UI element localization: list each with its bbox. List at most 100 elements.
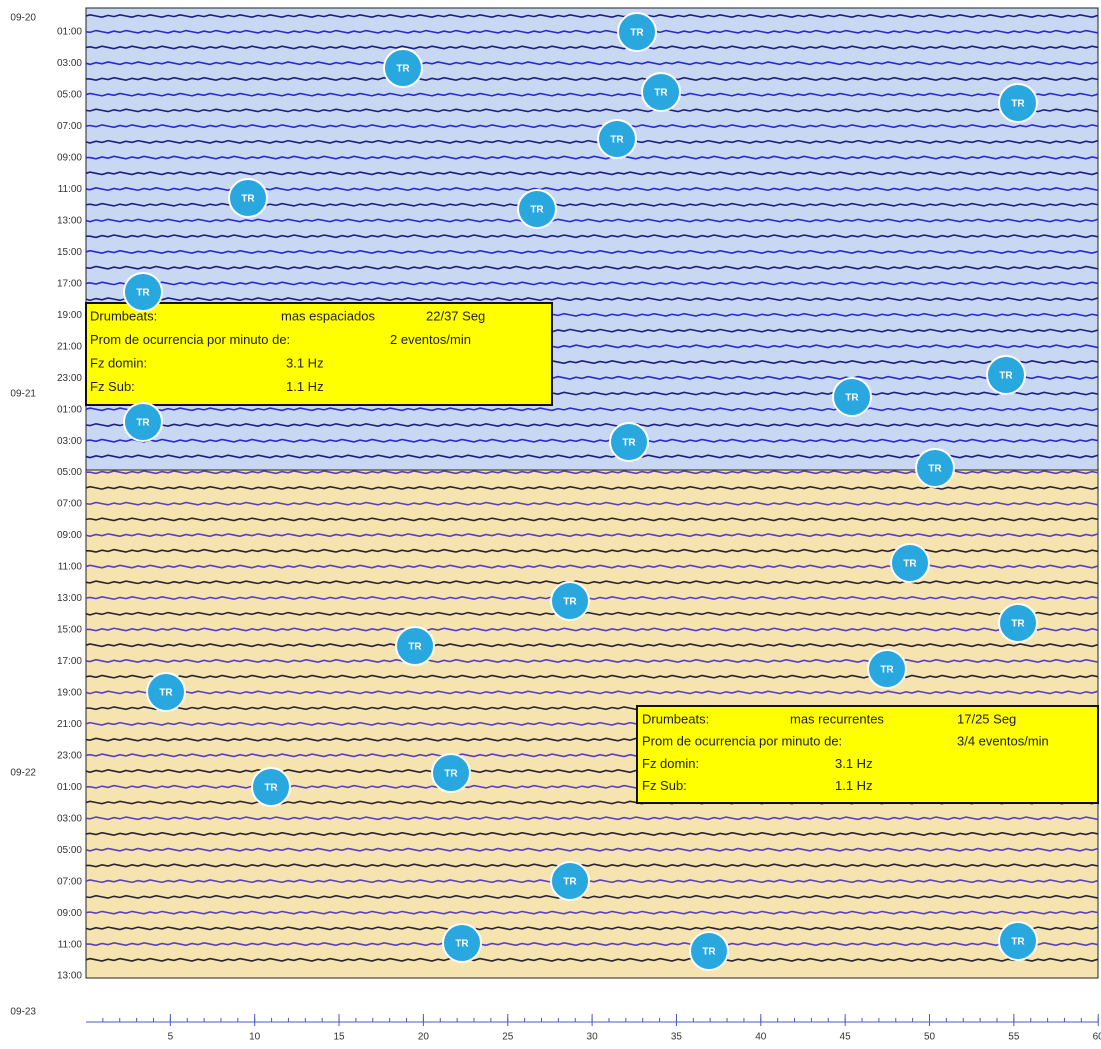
x-tick-label: 20 (418, 1032, 430, 1043)
tr-marker: TR (618, 13, 656, 51)
info-box: Drumbeats: mas recurrentes 17/25 Seg Prom d… (637, 706, 1098, 803)
time-label: 15:00 (57, 625, 82, 636)
time-label: 11:00 (58, 184, 83, 195)
tr-label: TR (444, 769, 458, 780)
tr-label: TR (845, 393, 859, 404)
tr-label: TR (654, 88, 668, 99)
tr-label: TR (610, 135, 624, 146)
x-tick-label: 40 (755, 1032, 767, 1043)
tr-marker: TR (396, 627, 434, 665)
tr-marker: TR (443, 924, 481, 962)
info-text: Prom de ocurrencia por minuto de: (90, 332, 290, 347)
time-label: 23:00 (57, 373, 82, 384)
tr-label: TR (903, 559, 917, 570)
time-label: 01:00 (57, 27, 82, 38)
tr-label: TR (630, 28, 644, 39)
helicorder: 01:00 03:00 05:00 07:00 09:00 11:00 13:00 15:00… (0, 0, 1101, 1044)
time-label: 15:00 (57, 247, 82, 258)
tr-marker: TR (999, 604, 1037, 642)
tr-marker: TR (598, 120, 636, 158)
time-label: 09:00 (57, 530, 82, 541)
tr-marker: TR (999, 922, 1037, 960)
info-text: Fz Sub: (90, 379, 135, 394)
info-text: 2 eventos/min (390, 332, 471, 347)
tr-marker: TR (916, 449, 954, 487)
tr-marker: TR (252, 768, 290, 806)
time-label: 05:00 (57, 467, 82, 478)
tr-marker: TR (124, 403, 162, 441)
tr-marker: TR (642, 73, 680, 111)
info-text: 1.1 Hz (286, 379, 324, 394)
x-tick-label: 35 (671, 1032, 683, 1043)
date-label: 09-23 (10, 1007, 36, 1018)
tr-label: TR (264, 783, 278, 794)
x-tick-label: 15 (333, 1032, 345, 1043)
tr-label: TR (396, 64, 410, 75)
time-label: 23:00 (57, 750, 82, 761)
time-label: 07:00 (57, 121, 82, 132)
time-label: 07:00 (57, 499, 82, 510)
tr-label: TR (702, 947, 716, 958)
tr-label: TR (136, 418, 150, 429)
x-tick-label: 5 (168, 1032, 174, 1043)
tr-label: TR (880, 665, 894, 676)
tr-marker: TR (384, 49, 422, 87)
tr-marker: TR (999, 84, 1037, 122)
time-label: 05:00 (57, 90, 82, 101)
tr-label: TR (563, 877, 577, 888)
time-label: 07:00 (57, 876, 82, 887)
tr-marker: TR (551, 582, 589, 620)
tr-marker: TR (432, 754, 470, 792)
tr-marker: TR (518, 190, 556, 228)
info-text: Drumbeats: (642, 711, 709, 726)
info-text: mas recurrentes (790, 711, 884, 726)
tr-label: TR (563, 597, 577, 608)
info-text: mas espaciados (281, 308, 375, 323)
tr-label: TR (530, 205, 544, 216)
tr-label: TR (136, 288, 150, 299)
date-label: 09-21 (10, 389, 36, 400)
time-label: 13:00 (57, 971, 82, 982)
tr-marker: TR (551, 862, 589, 900)
x-tick-label: 30 (587, 1032, 599, 1043)
date-label: 09-22 (10, 768, 36, 779)
tr-marker: TR (891, 544, 929, 582)
time-label: 13:00 (57, 215, 82, 226)
tr-marker: TR (868, 650, 906, 688)
info-text: Prom de ocurrencia por minuto de: (642, 734, 842, 749)
x-tick-label: 50 (924, 1032, 936, 1043)
time-label: 01:00 (57, 404, 82, 415)
tr-label: TR (1011, 619, 1025, 630)
time-label: 09:00 (57, 153, 82, 164)
tr-marker: TR (610, 423, 648, 461)
time-label: 01:00 (57, 782, 82, 793)
info-text: 3.1 Hz (835, 756, 873, 771)
tr-marker: TR (833, 378, 871, 416)
tr-label: TR (241, 194, 255, 205)
tr-marker: TR (987, 356, 1025, 394)
info-text: Fz Sub: (642, 778, 687, 793)
time-label: 19:00 (57, 688, 82, 699)
time-label: 03:00 (57, 58, 82, 69)
info-text: 1.1 Hz (835, 778, 873, 793)
info-text: Fz domin: (90, 355, 147, 370)
time-label: 09:00 (57, 908, 82, 919)
x-tick-label: 45 (840, 1032, 852, 1043)
info-text: Fz domin: (642, 756, 699, 771)
tr-label: TR (455, 939, 469, 950)
x-tick-label: 10 (249, 1032, 261, 1043)
date-label: 09-20 (10, 13, 36, 24)
info-text: 17/25 Seg (957, 711, 1016, 726)
info-text: 22/37 Seg (426, 308, 485, 323)
tr-marker: TR (229, 179, 267, 217)
time-label: 03:00 (57, 813, 82, 824)
tr-marker: TR (147, 673, 185, 711)
tr-label: TR (159, 688, 173, 699)
tr-marker: TR (124, 273, 162, 311)
tr-label: TR (999, 371, 1013, 382)
x-tick-label: 60 (1093, 1032, 1101, 1043)
time-label: 19:00 (57, 310, 82, 321)
time-label: 17:00 (57, 656, 82, 667)
time-label: 21:00 (57, 719, 82, 730)
